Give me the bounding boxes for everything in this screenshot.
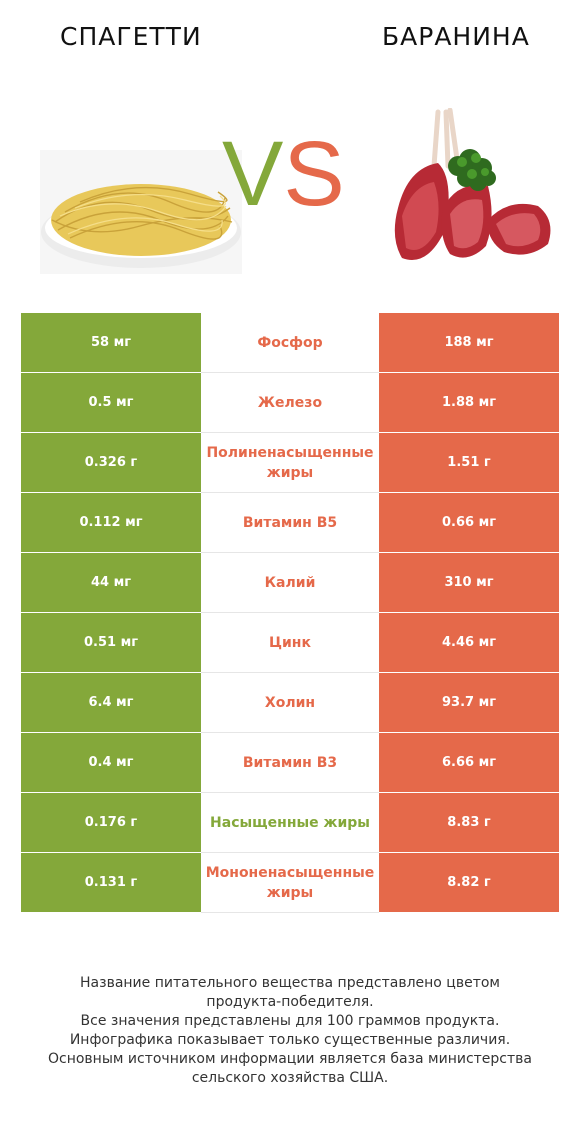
nutrient-name: Холин [201, 673, 379, 733]
nutrient-name: Витамин B3 [201, 733, 379, 793]
table-row: 0.131 г Мононенасыщенные жиры 8.82 г [21, 853, 559, 913]
left-value: 0.5 мг [21, 373, 201, 433]
table-row: 0.5 мг Железо 1.88 мг [21, 373, 559, 433]
vs-logo: VS [222, 128, 345, 220]
footer-line: Основным источником информации является … [48, 1051, 532, 1067]
right-value: 8.83 г [379, 793, 559, 853]
vs-v-letter: V [222, 123, 284, 225]
footer-line: продукта-победителя. [206, 994, 374, 1010]
right-value: 4.46 мг [379, 613, 559, 673]
left-value: 0.4 мг [21, 733, 201, 793]
footer-note: Название питательного вещества представл… [20, 974, 560, 1088]
nutrient-name: Насыщенные жиры [201, 793, 379, 853]
table-row: 0.176 г Насыщенные жиры 8.83 г [21, 793, 559, 853]
left-value: 44 мг [21, 553, 201, 613]
left-product-title: СПАГЕТТИ [60, 22, 202, 51]
nutrient-name: Полиненасыщенные жиры [201, 433, 379, 493]
comparison-table: 58 мг Фосфор 188 мг 0.5 мг Железо 1.88 мг 0.32… [21, 313, 559, 913]
left-value: 0.176 г [21, 793, 201, 853]
right-value: 1.51 г [379, 433, 559, 493]
left-value: 0.326 г [21, 433, 201, 493]
right-value: 188 мг [379, 313, 559, 373]
right-value: 93.7 мг [379, 673, 559, 733]
right-value: 310 мг [379, 553, 559, 613]
right-value: 1.88 мг [379, 373, 559, 433]
table-row: 0.326 г Полиненасыщенные жиры 1.51 г [21, 433, 559, 493]
footer-line: Все значения представлены для 100 граммо… [80, 1013, 500, 1029]
lamb-image [394, 108, 551, 260]
spaghetti-image [40, 150, 242, 274]
table-row: 58 мг Фосфор 188 мг [21, 313, 559, 373]
footer-line: Инфографика показывает только существенн… [69, 1032, 511, 1048]
table-row: 44 мг Калий 310 мг [21, 553, 559, 613]
table-row: 0.112 мг Витамин B5 0.66 мг [21, 493, 559, 553]
left-value: 0.51 мг [21, 613, 201, 673]
footer-line: сельского хозяйства США. [191, 1070, 389, 1086]
right-product-title: БАРАНИНА [382, 22, 530, 51]
nutrient-name: Мононенасыщенные жиры [201, 853, 379, 913]
table-row: 0.4 мг Витамин B3 6.66 мг [21, 733, 559, 793]
left-value: 58 мг [21, 313, 201, 373]
table-row: 6.4 мг Холин 93.7 мг [21, 673, 559, 733]
right-value: 8.82 г [379, 853, 559, 913]
nutrient-name: Фосфор [201, 313, 379, 373]
nutrient-name: Железо [201, 373, 379, 433]
nutrient-name: Калий [201, 553, 379, 613]
left-value: 0.131 г [21, 853, 201, 913]
left-value: 0.112 мг [21, 493, 201, 553]
vs-s-letter: S [283, 123, 345, 225]
footer-line: Название питательного вещества представл… [80, 975, 500, 991]
nutrient-name: Витамин B5 [201, 493, 379, 553]
left-value: 6.4 мг [21, 673, 201, 733]
right-value: 6.66 мг [379, 733, 559, 793]
nutrient-name: Цинк [201, 613, 379, 673]
table-row: 0.51 мг Цинк 4.46 мг [21, 613, 559, 673]
right-value: 0.66 мг [379, 493, 559, 553]
